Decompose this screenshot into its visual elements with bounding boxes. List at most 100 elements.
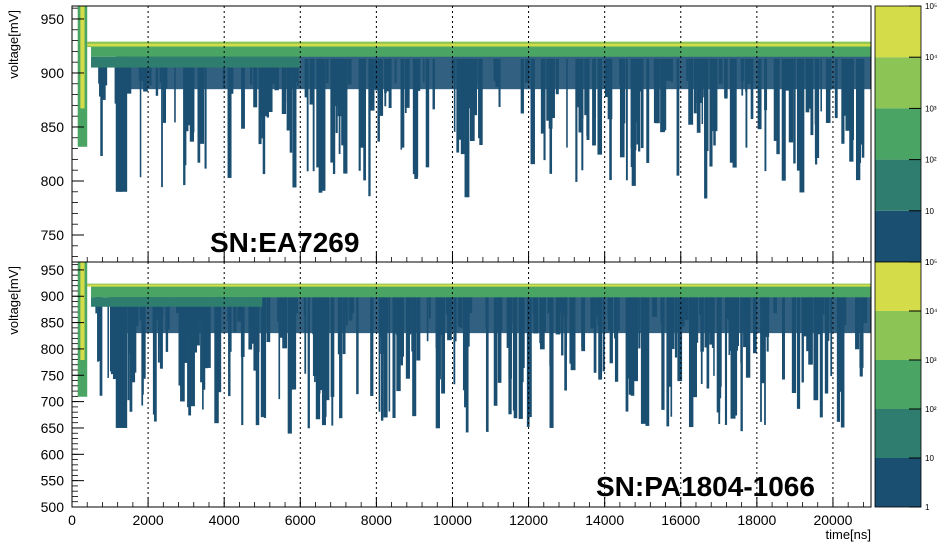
density-streak [263,292,267,418]
serial-number-label: SN:EA7269 [210,227,359,258]
colorbar-label: 10⁵ [925,258,937,267]
colorbar-segment [875,159,921,211]
density-streak [825,58,831,123]
density-band-teal [91,56,301,68]
density-streak [370,292,374,397]
density-streak [343,58,348,174]
y-tick-label: 650 [41,420,65,436]
density-dip [115,289,128,428]
density-streak [640,292,646,424]
y-axis-title: voltage[mV] [6,266,21,335]
colorbar-label: 10³ [925,104,937,113]
density-streak [757,58,762,130]
x-tick-label: 12000 [509,512,548,528]
colorbar-label: 10² [925,156,937,165]
density-streak [392,292,396,418]
colorbar-segment [875,108,921,160]
density-streak [788,58,794,143]
density-streak [688,292,694,428]
density-streak [130,292,136,383]
density-streak [464,58,470,198]
density-streak [586,58,589,137]
density-streak [692,292,698,398]
y-axis-title: voltage[mV] [6,10,21,79]
density-streak [190,292,195,407]
density-streak [712,58,718,132]
density-streak [664,58,667,131]
density-streak [189,58,195,142]
density-streak [154,292,157,422]
density-streak [412,292,417,417]
density-streak [627,292,633,379]
density-streak [526,292,530,427]
density-streak [318,58,323,193]
colorbar-label: 10⁴ [925,53,938,62]
density-streak [218,292,222,393]
density-streak [139,58,142,178]
density-streak [566,58,568,148]
colorbar-label: 10⁴ [925,307,938,316]
density-streak [241,292,244,426]
density-streak [187,292,189,408]
density-streak [700,292,703,384]
density-band-teal [91,297,263,307]
colorbar-label: 10² [925,405,937,414]
density-streak [633,292,638,382]
density-streak [849,58,854,162]
density-streak [178,292,182,386]
density-streak [549,292,554,428]
density-streak [796,58,802,171]
colorbar-frame [874,261,922,508]
density-streak [855,58,861,181]
density-streak [199,58,205,144]
x-axis-title: time[ns] [825,527,871,542]
x-tick-label: 18000 [737,512,776,528]
density-streak [321,58,326,191]
density-streak [100,58,103,157]
y-tick-label: 950 [41,11,65,27]
density-streak [540,58,544,134]
density-streak [597,58,603,155]
density-streak [520,292,524,383]
density-streak [278,292,281,400]
density-streak [625,292,629,412]
density-streak [186,58,191,126]
density-streak [202,292,206,390]
density-streak [724,292,728,425]
density-streak [360,58,365,148]
density-streak [497,292,502,383]
density-streak [161,58,163,188]
y-tick-label: 750 [41,367,65,383]
density-streak [405,292,410,379]
density-band-yellow [87,284,871,287]
colorbar-segment [875,458,921,507]
density-streak [581,58,584,171]
density-streak [331,292,334,426]
density-streak [666,292,670,427]
density-streak [377,58,380,142]
density-streak [99,292,103,396]
density-streak [401,58,405,148]
density-streak [97,292,100,362]
density-streak [845,58,851,131]
density-streak [469,58,475,142]
density-streak [356,292,359,395]
density-streak [776,58,780,155]
density-streak [456,58,460,153]
density-streak [380,292,384,421]
colorbar-label: 10⁵ [925,2,937,11]
density-streak [677,292,683,382]
density-band-green [91,284,872,298]
density-streak [341,58,343,145]
density-streak [396,292,401,392]
density-streak [609,58,612,181]
density-rise-core [80,6,85,109]
density-streak [321,292,326,426]
colorbar-label: 1 [925,258,930,267]
density-streak [465,292,469,433]
density-streak [312,58,315,172]
density-streak [810,58,814,136]
density-streak [241,58,245,129]
density-streak [162,58,167,123]
